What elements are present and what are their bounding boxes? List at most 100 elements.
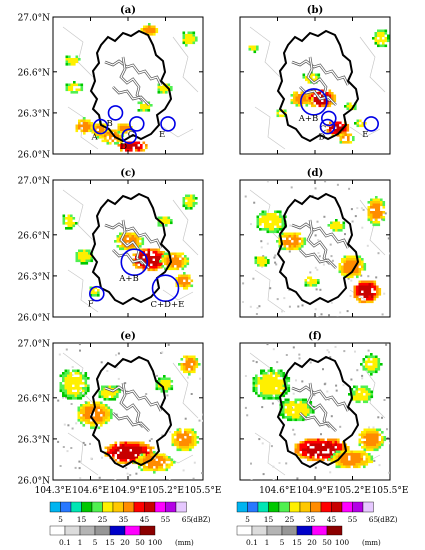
mm-unit: (mm) [175, 539, 194, 547]
mm-tick: 0.1 [59, 538, 71, 547]
dbz-swatch [165, 501, 177, 513]
storm-cell-circle [160, 116, 176, 132]
dbz-tick: 15 [77, 515, 87, 524]
storm-cell-label: A [91, 133, 99, 143]
panel-a: AB CD E (a) [52, 5, 204, 155]
mm-swatch [236, 525, 253, 536]
panel-f: (f) [239, 331, 391, 481]
lat-tick-label: 26.3°N [18, 109, 51, 119]
dbz-swatch [175, 501, 187, 513]
dbz-swatch [133, 501, 145, 513]
storm-cell-circle [107, 105, 124, 121]
lat-tick-label: 26.3°N [18, 272, 51, 282]
dbz-tick: 15 [264, 515, 274, 524]
lat-tick-label: 27.0°N [18, 177, 51, 187]
mm-tick: 1 [265, 538, 270, 547]
dbz-swatch [123, 501, 135, 513]
panel-label: (a) [120, 5, 136, 16]
mm-tick: 15 [292, 538, 302, 547]
dbz-swatch [247, 501, 259, 513]
storm-cell-label: C+D+E [151, 300, 185, 310]
panel-c: A+B C+D+E F (c) [52, 168, 204, 318]
dbz-tick: 55 [348, 515, 358, 524]
mm-swatch [251, 525, 268, 536]
panel-e: (e) [52, 331, 204, 481]
storm-cell-label: A+B [298, 114, 319, 124]
lat-tick-label: 26.0°N [18, 477, 51, 487]
mm-swatch [311, 525, 328, 536]
dbz-tick: 55 [161, 515, 171, 524]
panel-label: (e) [120, 331, 136, 342]
lon-tick-label: 104.9°E [297, 486, 334, 496]
lon-tick-label: 105.2°E [334, 486, 371, 496]
panel-d: (d) [239, 168, 391, 318]
storm-cell-circle [151, 274, 180, 302]
dbz-swatch [81, 501, 93, 513]
dbz-swatch [49, 501, 61, 513]
mm-swatch [79, 525, 96, 536]
mm-tick: 5 [280, 538, 285, 547]
panel-label: (d) [307, 168, 323, 179]
mm-swatch [109, 525, 126, 536]
mm-swatch [124, 525, 141, 536]
dbz-swatch [268, 501, 280, 513]
mm-tick: 50 [135, 538, 145, 547]
mm-tick: 5 [93, 538, 98, 547]
lon-tick-label: 104.6°E [259, 486, 296, 496]
panel-label: (b) [307, 5, 323, 16]
dbz-tick: 5 [245, 515, 250, 524]
mm-unit: (mm) [362, 539, 381, 547]
city-boundary [276, 355, 360, 469]
mm-swatch [139, 525, 156, 536]
mm-tick: 0.1 [246, 538, 258, 547]
dbz-tick: 65 [369, 515, 379, 524]
city-boundary [89, 192, 173, 306]
dbz-swatch [91, 501, 103, 513]
panel-label: (f) [308, 331, 322, 342]
dbz-tick: 45 [140, 515, 150, 524]
lon-tick-label: 105.5°E [185, 486, 222, 496]
legend-1: 5 15 25 35 45 55 65 (dBZ)0.1 1 5 15 20 50 100 (mm) [236, 501, 398, 547]
dbz-swatch [362, 501, 374, 513]
storm-cell-circle [92, 118, 109, 135]
storm-cell-circle [129, 116, 145, 132]
lat-tick-label: 26.6°N [18, 231, 51, 241]
dbz-swatch [341, 501, 353, 513]
storm-cell-label: C [128, 130, 135, 140]
dbz-unit: (dBZ) [378, 516, 398, 524]
city-boundary [276, 192, 360, 306]
dbz-swatch [257, 501, 269, 513]
lat-tick-label: 27.0°N [18, 340, 51, 350]
panel-label: (c) [120, 168, 136, 179]
storm-cell-circle [319, 118, 336, 135]
city-boundary [276, 29, 360, 143]
legend-0: 5 15 25 35 45 55 65 (dBZ)0.1 1 5 15 20 50 100 (mm) [49, 501, 211, 547]
lon-tick-label: 104.9°E [110, 486, 147, 496]
storm-cell-circle [300, 88, 328, 116]
storm-cell-label: A+B [118, 274, 139, 284]
dbz-swatch [289, 501, 301, 513]
lat-tick-label: 27.0°N [18, 14, 51, 24]
storm-cell-circle [88, 285, 105, 302]
storm-cell-label: D [120, 142, 127, 152]
lon-tick-label: 104.3°E [35, 486, 72, 496]
lat-tick-label: 26.6°N [18, 394, 51, 404]
dbz-swatch [144, 501, 156, 513]
dbz-swatch [331, 501, 343, 513]
storm-cell-label: C [320, 124, 327, 134]
dbz-tick: 35 [119, 515, 129, 524]
dbz-swatch [320, 501, 332, 513]
dbz-tick: 45 [327, 515, 337, 524]
panel-b: A+BCD E (b) [239, 5, 391, 155]
mm-tick: 50 [322, 538, 332, 547]
storm-cell-label: B [107, 119, 113, 129]
mm-swatch [326, 525, 343, 536]
mm-swatch [64, 525, 81, 536]
mm-swatch [94, 525, 111, 536]
dbz-swatch [70, 501, 82, 513]
dbz-swatch [299, 501, 311, 513]
dbz-tick: 25 [285, 515, 295, 524]
storm-cell-label: E [159, 130, 165, 140]
mm-swatch [296, 525, 313, 536]
